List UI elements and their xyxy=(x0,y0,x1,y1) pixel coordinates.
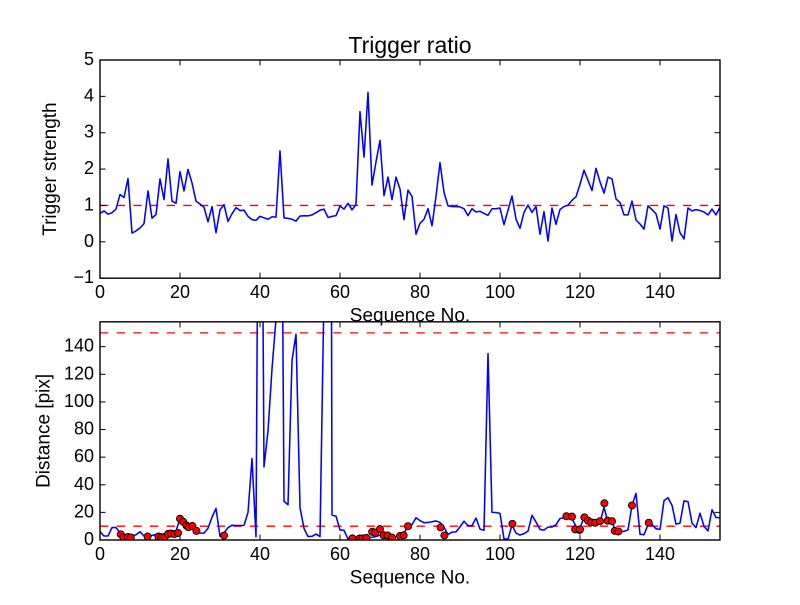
svg-text:140: 140 xyxy=(645,544,675,564)
svg-text:80: 80 xyxy=(410,282,430,302)
svg-text:Sequence No.: Sequence No. xyxy=(350,306,470,327)
svg-text:Sequence No.: Sequence No. xyxy=(350,568,470,589)
svg-text:120: 120 xyxy=(565,544,595,564)
svg-text:0: 0 xyxy=(95,282,105,302)
svg-text:80: 80 xyxy=(410,544,430,564)
svg-text:140: 140 xyxy=(645,282,675,302)
svg-text:60: 60 xyxy=(330,544,350,564)
svg-text:40: 40 xyxy=(74,474,94,494)
svg-text:20: 20 xyxy=(170,282,190,302)
svg-text:0: 0 xyxy=(84,529,94,549)
svg-text:40: 40 xyxy=(250,544,270,564)
svg-text:60: 60 xyxy=(330,282,350,302)
svg-text:0: 0 xyxy=(95,544,105,564)
svg-text:60: 60 xyxy=(74,446,94,466)
svg-text:5: 5 xyxy=(84,49,94,69)
svg-text:0: 0 xyxy=(84,231,94,251)
svg-text:Trigger strength: Trigger strength xyxy=(40,102,61,235)
svg-text:100: 100 xyxy=(485,282,515,302)
svg-text:3: 3 xyxy=(84,122,94,142)
svg-text:80: 80 xyxy=(74,419,94,439)
svg-text:2: 2 xyxy=(84,158,94,178)
svg-text:20: 20 xyxy=(170,544,190,564)
svg-text:−1: −1 xyxy=(73,267,94,287)
svg-text:20: 20 xyxy=(74,501,94,521)
svg-text:120: 120 xyxy=(64,363,94,383)
svg-text:100: 100 xyxy=(485,544,515,564)
svg-text:Distance [pix]: Distance [pix] xyxy=(34,374,55,488)
svg-text:40: 40 xyxy=(250,282,270,302)
svg-text:140: 140 xyxy=(64,336,94,356)
svg-text:Trigger ratio: Trigger ratio xyxy=(348,32,471,58)
svg-text:1: 1 xyxy=(84,195,94,215)
svg-text:120: 120 xyxy=(565,282,595,302)
svg-text:4: 4 xyxy=(84,85,94,105)
svg-text:100: 100 xyxy=(64,391,94,411)
